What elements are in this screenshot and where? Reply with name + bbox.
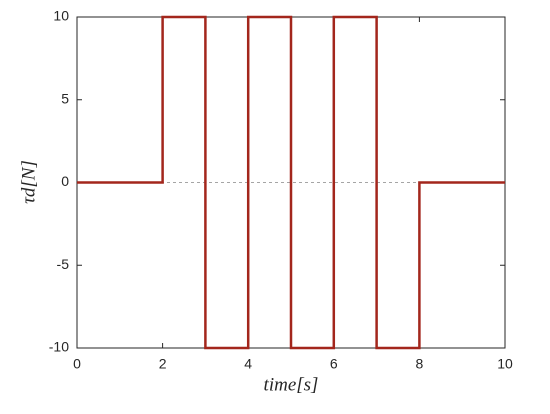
x-tick-label: 0 xyxy=(73,356,81,372)
y-tick-label: 10 xyxy=(53,8,69,24)
x-tick-label: 4 xyxy=(244,356,252,372)
y-axis-label: τd[N] xyxy=(18,160,39,204)
x-tick-label: 10 xyxy=(497,356,513,372)
y-tick-label: 5 xyxy=(61,90,69,106)
x-tick-label: 6 xyxy=(330,356,338,372)
y-tick-label: -5 xyxy=(57,256,70,272)
x-tick-label: 8 xyxy=(416,356,424,372)
x-tick-label: 2 xyxy=(159,356,167,372)
x-axis-label: time[s] xyxy=(264,374,319,395)
y-tick-label: -10 xyxy=(49,339,69,355)
line-series xyxy=(77,15,505,350)
y-tick-label: 0 xyxy=(61,173,69,189)
